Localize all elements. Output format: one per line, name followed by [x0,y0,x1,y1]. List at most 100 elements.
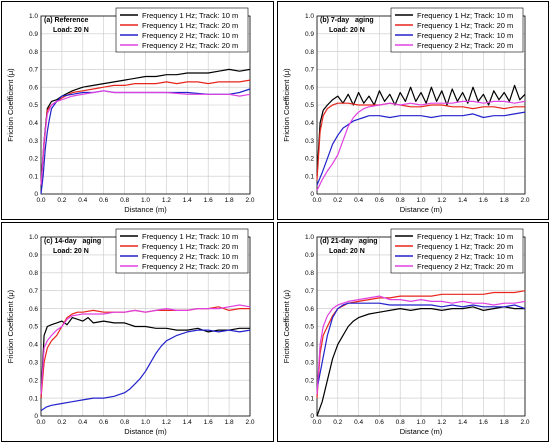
x-tick-label: 1.6 [204,197,213,204]
y-tick-label: 1.0 [305,234,314,241]
y-tick-label: 0.6 [305,84,314,91]
x-tick-label: 0.6 [99,197,108,204]
y-axis-label: Friction Coefficient (μ) [282,68,291,142]
x-tick-label: 0.0 [312,419,321,426]
x-tick-label: 0.2 [57,419,66,426]
y-tick-label: 0.5 [305,102,314,109]
y-tick-label: 0.6 [305,306,314,313]
x-tick-label: 1.8 [225,419,234,426]
x-tick-label: 1.2 [162,419,171,426]
legend-entry: Frequency 2 Hz; Track: 20 m [142,41,238,50]
y-tick-label: 0.3 [305,360,314,367]
y-axis-label: Friction Coefficient (μ) [6,289,15,363]
x-tick-label: 0.8 [120,197,129,204]
legend-entry: Frequency 1 Hz; Track: 20 m [417,242,513,251]
x-tick-label: 1.6 [204,419,213,426]
y-tick-label: 0.4 [29,342,38,349]
y-tick-label: 1.0 [29,13,38,20]
y-tick-label: 0.5 [29,324,38,331]
x-tick-label: 2.0 [520,419,529,426]
series-line-4 [316,295,526,395]
y-tick-label: 0.4 [305,120,314,127]
y-tick-label: 0.8 [29,49,38,56]
x-tick-label: 1.4 [183,419,192,426]
y-tick-label: 0.6 [29,306,38,313]
y-tick-label: 0.7 [29,67,38,74]
x-tick-label: 1.8 [500,197,509,204]
x-tick-label: 0.4 [354,419,363,426]
x-tick-label: 2.0 [245,197,254,204]
y-tick-label: 0.9 [29,31,38,38]
y-axis-label: Friction Coefficient (μ) [282,289,291,363]
x-tick-label: 1.0 [416,197,425,204]
load-label: Load: 20 N [329,27,365,34]
legend-entry: Frequency 1 Hz; Track: 20 m [142,21,238,30]
y-tick-label: 0.5 [29,102,38,109]
series-line-3 [40,329,251,412]
x-tick-label: 0.8 [396,197,405,204]
series-line-1 [40,68,251,186]
panel-title: (d) 21-day aging [320,238,378,245]
x-tick-label: 1.0 [416,419,425,426]
y-tick-label: 0.2 [29,377,38,384]
x-axis-label: Distance (m) [124,427,167,436]
x-tick-label: 0.0 [36,419,45,426]
y-tick-label: 1.0 [29,234,38,241]
x-tick-label: 0.6 [375,419,384,426]
x-tick-label: 0.8 [396,419,405,426]
legend-entry: Frequency 2 Hz; Track: 10 m [417,252,513,261]
y-tick-label: 0.2 [305,377,314,384]
x-tick-label: 0.2 [333,197,342,204]
x-tick-label: 0.4 [78,419,87,426]
x-tick-label: 1.8 [500,419,509,426]
x-tick-label: 0.0 [36,197,45,204]
x-tick-label: 0.6 [99,419,108,426]
panel-title: (a) Reference [44,17,88,24]
legend-entry: Frequency 1 Hz; Track: 10 m [417,232,513,241]
load-label: Load: 20 N [329,248,365,255]
y-tick-label: 0.7 [305,67,314,74]
y-tick-label: 0 [310,413,314,420]
y-tick-label: 0.3 [305,138,314,145]
legend-entry: Frequency 1 Hz; Track: 20 m [142,242,238,251]
x-tick-label: 1.4 [458,197,467,204]
y-tick-label: 0.3 [29,138,38,145]
x-axis-label: Distance (m) [400,427,443,436]
x-tick-label: 0.0 [312,197,321,204]
y-axis-label: Friction Coefficient (μ) [6,68,15,142]
series-line-4 [40,304,251,395]
series-line-2 [316,290,526,399]
y-tick-label: 0.8 [305,49,314,56]
panel-4: 0.0 0.2 0.4 0.6 0.8 1.0 1.2 1.4 1.6 1.8 2.0 0 0.1 0.2… [277,222,549,442]
x-tick-label: 0.8 [120,419,129,426]
x-tick-label: 1.0 [141,197,150,204]
x-tick-label: 0.4 [78,197,87,204]
y-tick-label: 0.1 [305,173,314,180]
x-tick-label: 1.0 [141,419,150,426]
series-line-3 [316,302,526,390]
legend-entry: Frequency 1 Hz; Track: 10 m [142,232,238,241]
panel-1: 0.0 0.2 0.4 0.6 0.8 1.0 1.2 1.4 1.6 1.8 2.0 0 0.1 0.2… [1,1,274,220]
panel-title: (b) 7-day aging [320,17,374,24]
legend-entry: Frequency 2 Hz; Track: 10 m [417,31,513,40]
panel-3: 0.0 0.2 0.4 0.6 0.8 1.0 1.2 1.4 1.6 1.8 2.0 0 0.1 0.2… [1,222,274,442]
x-tick-label: 0.6 [375,197,384,204]
legend-entry: Frequency 2 Hz; Track: 20 m [417,262,513,271]
legend-entry: Frequency 2 Hz; Track: 20 m [142,262,238,271]
y-tick-label: 0.9 [305,252,314,259]
series-line-2 [316,102,525,180]
legend-entry: Frequency 1 Hz; Track: 10 m [417,11,513,20]
y-tick-label: 0.1 [305,395,314,402]
y-tick-label: 0.6 [29,84,38,91]
y-tick-label: 0.3 [29,360,38,367]
y-tick-label: 0.4 [305,342,314,349]
y-tick-label: 0 [310,191,314,198]
x-axis-label: Distance (m) [124,205,167,214]
x-tick-label: 1.6 [479,419,488,426]
load-label: Load: 20 N [53,248,89,255]
legend-entry: Frequency 2 Hz; Track: 10 m [142,252,238,261]
y-tick-label: 0.2 [29,156,38,163]
y-tick-label: 0.9 [305,31,314,38]
